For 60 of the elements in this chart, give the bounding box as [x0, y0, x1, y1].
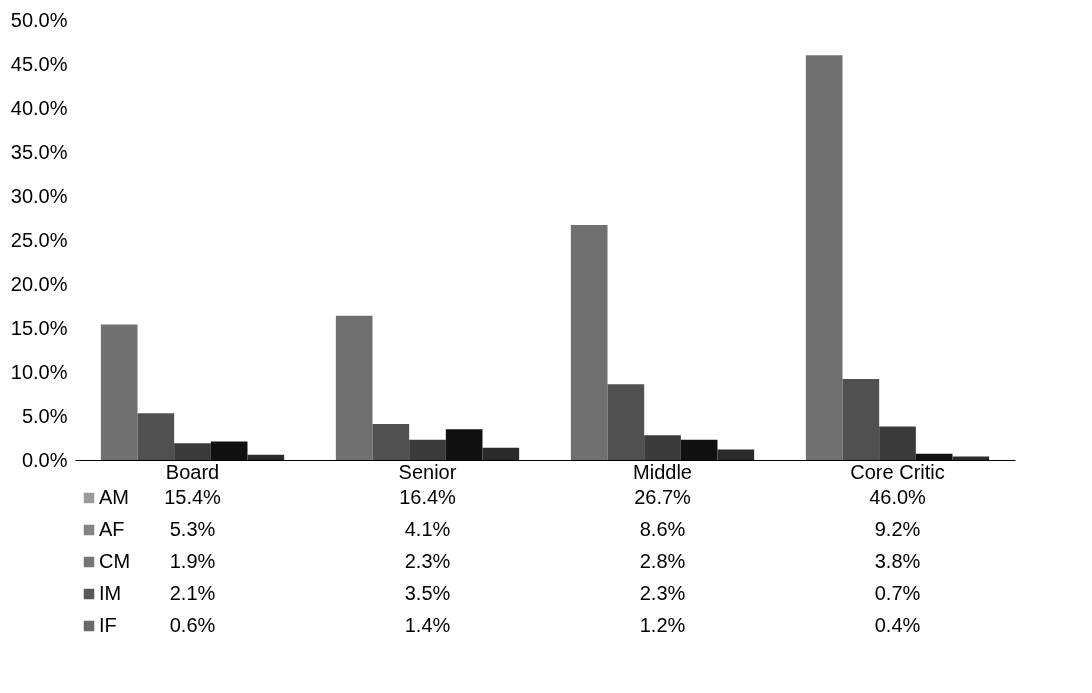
bar: [952, 456, 990, 460]
data-label: 3.5%: [404, 582, 451, 604]
bar: [409, 439, 446, 460]
data-label: 46.0%: [869, 486, 927, 508]
data-label: 26.7%: [634, 486, 692, 508]
bar: [335, 315, 373, 460]
bar: [174, 443, 211, 460]
data-label: 0.4%: [874, 614, 921, 636]
y-tick-label: 20.0%: [10, 272, 68, 295]
bar: [644, 435, 681, 460]
bar: [445, 429, 483, 460]
bar: [680, 439, 718, 460]
data-label: 3.8%: [874, 550, 921, 572]
bar: [805, 55, 843, 460]
bar: [915, 453, 953, 460]
x-tick-label: Core Critic: [850, 460, 945, 483]
data-label: 0.7%: [874, 582, 921, 604]
data-label: 4.1%: [404, 518, 451, 540]
y-tick-label: 25.0%: [10, 228, 68, 251]
y-tick-label: 45.0%: [10, 52, 68, 75]
x-tick-label: Middle: [633, 460, 692, 483]
y-tick-label: 15.0%: [10, 316, 68, 339]
x-tick-label: Board: [165, 460, 220, 483]
y-tick-label: 5.0%: [21, 404, 68, 427]
y-tick-label: 50.0%: [10, 8, 68, 31]
data-label: 1.9%: [169, 550, 216, 572]
data-label: 5.3%: [169, 518, 216, 540]
data-label: 15.4%: [164, 486, 222, 508]
bar: [570, 225, 608, 460]
legend-label: AM: [99, 486, 129, 508]
data-label: 0.6%: [169, 614, 216, 636]
bar: [717, 449, 755, 460]
data-label: 9.2%: [874, 518, 921, 540]
data-label: 2.8%: [639, 550, 686, 572]
bar: [210, 441, 248, 460]
y-tick-label: 30.0%: [10, 184, 68, 207]
legend-label: AF: [99, 518, 125, 540]
bar: [372, 423, 410, 460]
bar: [137, 413, 175, 460]
data-label: 2.3%: [639, 582, 686, 604]
data-label: 1.4%: [404, 614, 451, 636]
bar: [100, 324, 138, 460]
y-tick-label: 40.0%: [10, 96, 68, 119]
data-label: 16.4%: [399, 486, 457, 508]
data-label: 8.6%: [639, 518, 686, 540]
bar: [842, 379, 880, 460]
legend-label: CM: [99, 550, 131, 572]
x-tick-label: Senior: [398, 460, 457, 483]
bar: [247, 454, 285, 460]
data-label: 2.3%: [404, 550, 451, 572]
bar: [607, 384, 645, 460]
data-label: 1.2%: [639, 614, 686, 636]
legend-label: IM: [99, 582, 122, 604]
data-label: 2.1%: [169, 582, 216, 604]
y-tick-label: 0.0%: [21, 448, 68, 471]
legend-label: IF: [99, 614, 117, 636]
bar: [482, 447, 520, 460]
bar: [879, 426, 916, 460]
y-tick-label: 10.0%: [10, 360, 68, 383]
y-tick-label: 35.0%: [10, 140, 68, 163]
